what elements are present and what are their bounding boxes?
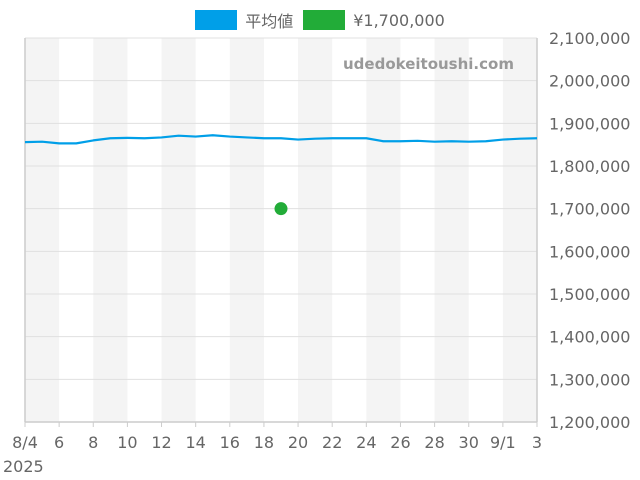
x-tick-label: 12 [151, 433, 171, 452]
x-tick-label: 8/4 [12, 433, 38, 452]
y-tick-label: 1,700,000 [549, 200, 630, 219]
y-tick-label: 1,400,000 [549, 328, 630, 347]
y-tick-label: 1,800,000 [549, 157, 630, 176]
legend-swatch-price [303, 10, 346, 30]
legend-label-price: ¥1,700,000 [353, 10, 445, 30]
x-tick-label: 26 [390, 433, 410, 452]
plot-band [229, 38, 264, 422]
x-tick-label: 14 [185, 433, 205, 452]
plot-band [25, 38, 60, 422]
legend-swatch-average [195, 10, 238, 30]
plot-band [298, 38, 333, 422]
x-year-label: 2025 [3, 457, 44, 476]
x-tick-label: 22 [322, 433, 342, 452]
x-tick-label: 10 [117, 433, 137, 452]
legend-label-average: 平均値 [245, 12, 294, 31]
chart-legend: 平均値 ¥1,700,000 [0, 8, 640, 32]
x-tick-label: 6 [54, 433, 64, 452]
legend-item-price[interactable]: ¥1,700,000 [303, 10, 445, 30]
watermark: udedokeitoushi.com [343, 55, 514, 73]
y-tick-label: 1,300,000 [549, 370, 630, 389]
plot-band [366, 38, 401, 422]
plot-band [93, 38, 128, 422]
price-point-marker [274, 202, 288, 216]
y-tick-label: 2,100,000 [549, 29, 630, 48]
x-tick-label: 20 [288, 433, 308, 452]
x-tick-label: 3 [532, 433, 542, 452]
y-tick-label: 1,500,000 [549, 285, 630, 304]
y-tick-label: 1,900,000 [549, 114, 630, 133]
x-tick-label: 30 [459, 433, 479, 452]
x-tick-label: 9/1 [490, 433, 516, 452]
legend-item-average[interactable]: 平均値 [195, 8, 293, 32]
x-tick-label: 18 [254, 433, 274, 452]
y-tick-label: 1,600,000 [549, 242, 630, 261]
plot-band [502, 38, 537, 422]
y-tick-label: 2,000,000 [549, 72, 630, 91]
x-tick-label: 28 [424, 433, 444, 452]
average-price-line [24, 134, 538, 145]
x-tick-label: 16 [220, 433, 240, 452]
plot-band [161, 38, 196, 422]
x-tick-label: 8 [88, 433, 98, 452]
x-tick-label: 24 [356, 433, 376, 452]
y-tick-label: 1,200,000 [549, 413, 630, 432]
plot-band [434, 38, 469, 422]
